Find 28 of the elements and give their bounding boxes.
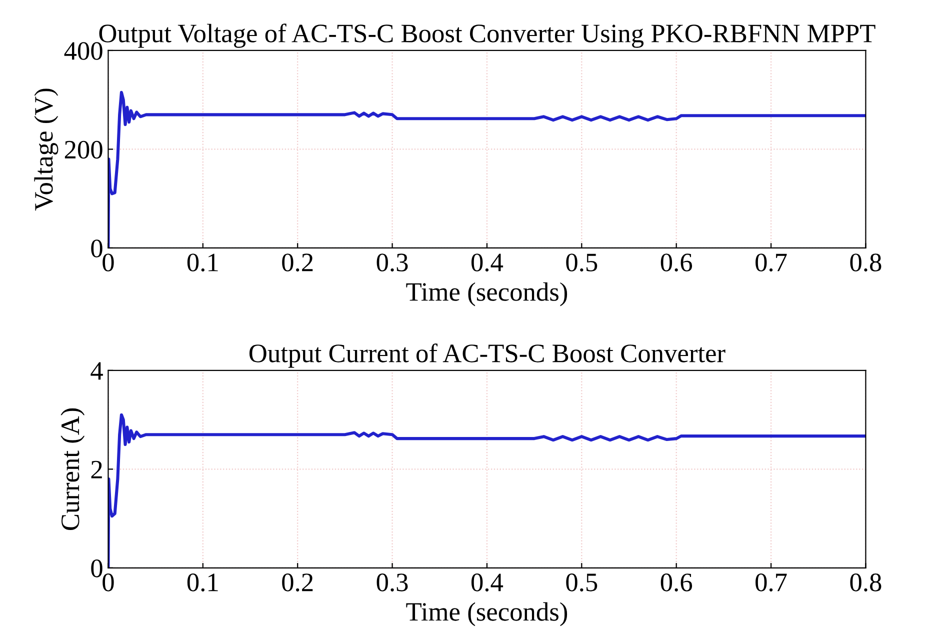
y-tick-label: 0 [91,560,102,578]
x-tick-label: 0.5 [566,574,598,592]
x-tick-label: 0 [102,574,114,592]
y-tick-label: 4 [90,362,103,380]
y-tick-label: 2 [91,460,102,478]
x-tick-label: 0.4 [471,574,504,592]
chart-title: Output Current of AC-TS-C Boost Converter [249,344,726,368]
x-tick-label: 0.7 [756,254,787,272]
x-axis-title: Time (seconds) [406,602,568,626]
x-tick-label: 0.8 [850,574,882,592]
x-tick-label: 0.6 [660,574,692,592]
x-tick-label: 0.2 [282,254,313,272]
x-tick-label: 0.2 [282,574,313,592]
x-tick-label: 0.3 [376,574,408,592]
y-axis-title: Voltage (V) [34,88,58,211]
x-tick-label: 0 [102,254,114,272]
x-tick-label: 0.6 [660,254,692,272]
x-tick-label: 0.1 [187,574,218,592]
x-tick-label: 0.5 [566,254,598,272]
y-tick-label: 0 [91,240,102,258]
x-tick-label: 0.8 [850,254,882,272]
y-tick-label: 200 [64,140,102,159]
x-tick-label: 0.4 [471,254,504,272]
x-tick-label: 0.1 [187,254,218,272]
x-tick-label: 0.7 [756,574,787,592]
x-tick-label: 0.3 [376,254,408,272]
y-axis-title: Current (A) [60,408,85,530]
x-axis-title: Time (seconds) [406,282,568,306]
